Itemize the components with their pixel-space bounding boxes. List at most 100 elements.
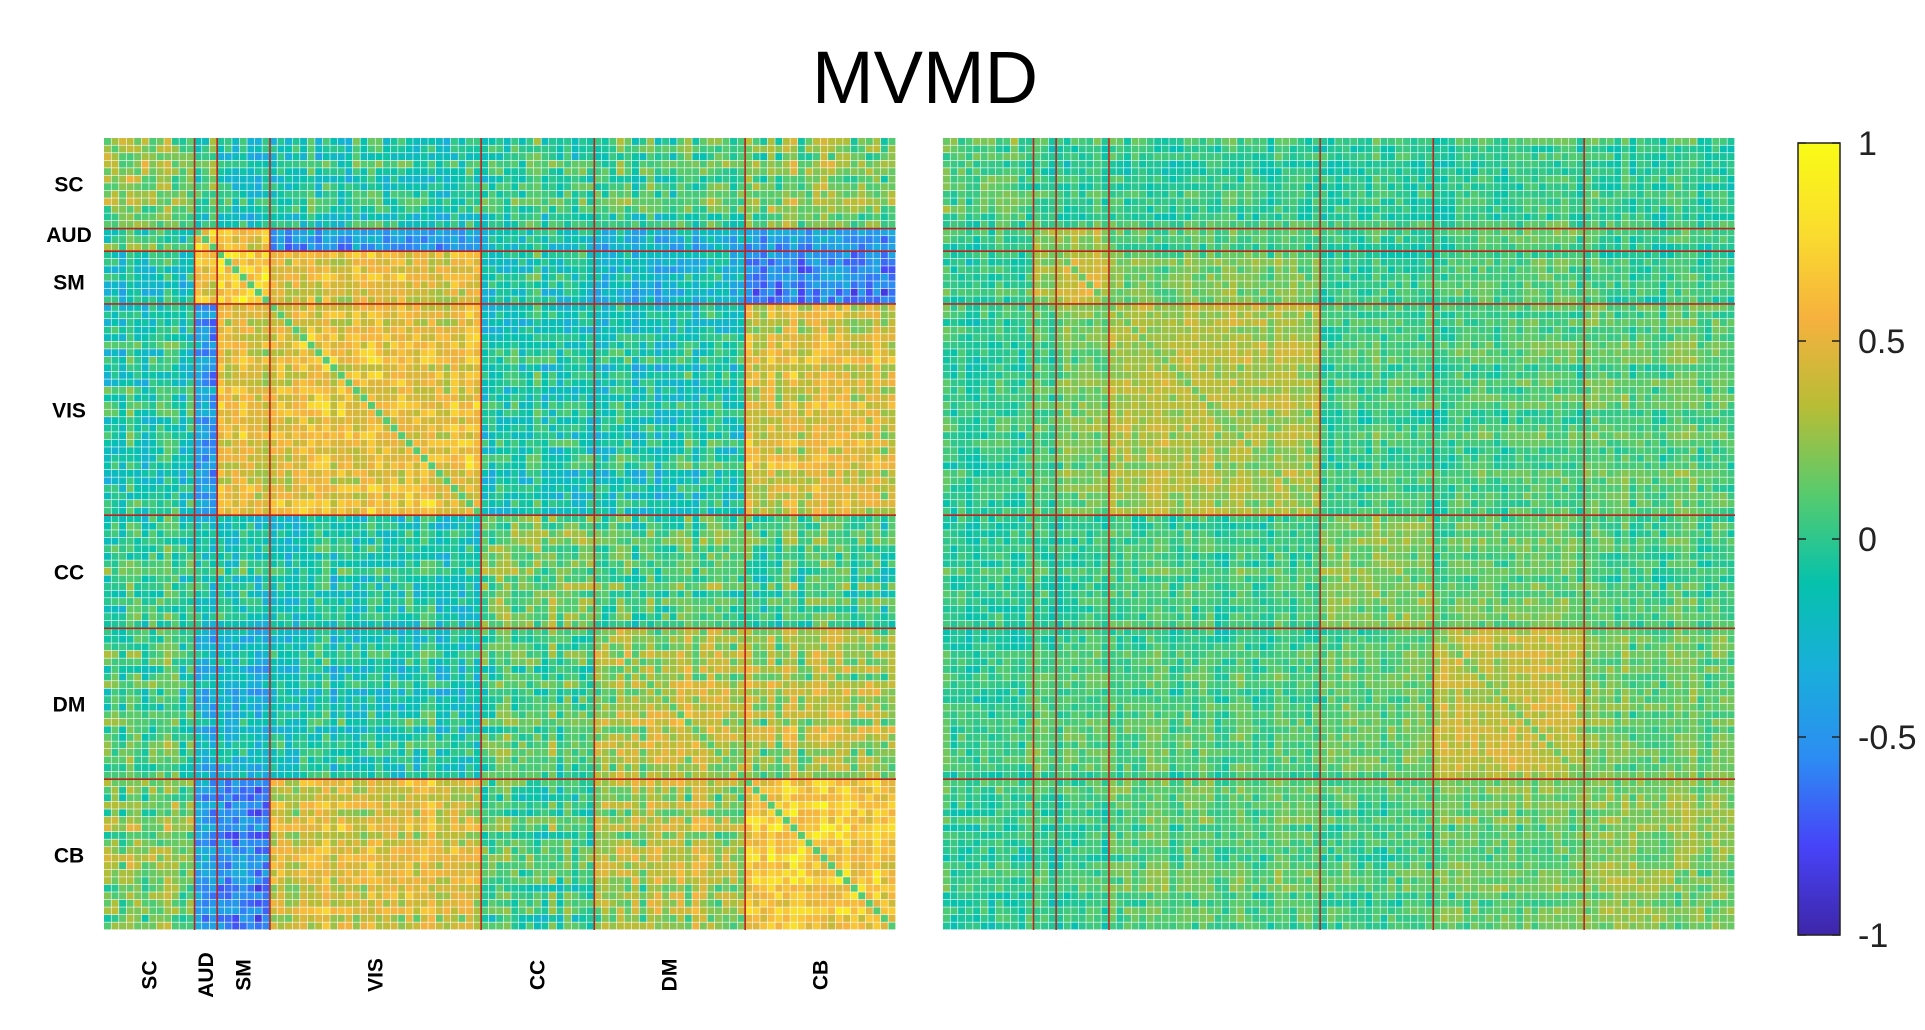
heatmap-cell (526, 410, 533, 417)
heatmap-cell (783, 168, 790, 175)
heatmap-cell (534, 387, 541, 394)
heatmap-cell (881, 251, 888, 258)
heatmap-cell (285, 198, 292, 205)
heatmap-cell (775, 176, 782, 183)
heatmap-cell (232, 221, 239, 228)
heatmap-cell (398, 462, 405, 469)
heatmap-cell (360, 417, 367, 424)
heatmap-cell (451, 410, 458, 417)
heatmap-cell (541, 244, 548, 251)
heatmap-cell (768, 304, 775, 311)
heatmap-cell (821, 206, 828, 213)
heatmap-cell (293, 379, 300, 386)
heatmap-cell (730, 311, 737, 318)
heatmap-cell (127, 477, 134, 484)
heatmap-cell (277, 357, 284, 364)
heatmap-cell (632, 425, 639, 432)
heatmap-cell (549, 183, 556, 190)
heatmap-cell (685, 342, 692, 349)
heatmap-cell (323, 168, 330, 175)
heatmap-cell (549, 425, 556, 432)
heatmap-cell (587, 417, 594, 424)
heatmap-cell (617, 146, 624, 153)
heatmap-cell (308, 455, 315, 462)
heatmap-cell (640, 259, 647, 266)
heatmap-cell (436, 221, 443, 228)
heatmap-cell (360, 266, 367, 273)
heatmap-cell (730, 334, 737, 341)
heatmap-cell (707, 319, 714, 326)
heatmap-cell (602, 281, 609, 288)
heatmap-cell (677, 379, 684, 386)
heatmap-cell (262, 462, 269, 469)
heatmap-cell (489, 274, 496, 281)
heatmap-cell (293, 161, 300, 168)
heatmap-cell (851, 153, 858, 160)
heatmap-cell (481, 221, 488, 228)
heatmap-cell (609, 213, 616, 220)
heatmap-cell (164, 349, 171, 356)
heatmap-cell (232, 387, 239, 394)
heatmap-cell (202, 447, 209, 454)
heatmap-cell (888, 342, 895, 349)
heatmap-cell (195, 462, 202, 469)
heatmap-cell (406, 394, 413, 401)
heatmap-cell (202, 281, 209, 288)
heatmap-cell (202, 372, 209, 379)
heatmap-cell (443, 281, 450, 288)
heatmap-cell (775, 304, 782, 311)
heatmap-cell (511, 251, 518, 258)
heatmap-cell (602, 334, 609, 341)
heatmap-cell (828, 455, 835, 462)
heatmap-cell (745, 168, 752, 175)
heatmap-cell (753, 161, 760, 168)
heatmap-cell (813, 349, 820, 356)
heatmap-cell (360, 342, 367, 349)
heatmap-cell (873, 462, 880, 469)
heatmap-cell (813, 342, 820, 349)
heatmap-cell (866, 447, 873, 454)
heatmap-cell (481, 236, 488, 243)
heatmap-cell (730, 296, 737, 303)
heatmap-cell (715, 440, 722, 447)
heatmap-cell (692, 259, 699, 266)
heatmap-cell (783, 236, 790, 243)
heatmap-cell (262, 304, 269, 311)
heatmap-cell (474, 281, 481, 288)
heatmap-cell (858, 244, 865, 251)
heatmap-cell (119, 161, 126, 168)
heatmap-cell (647, 161, 654, 168)
heatmap-cell (828, 183, 835, 190)
heatmap-cell (805, 274, 812, 281)
heatmap-cell (436, 319, 443, 326)
heatmap-cell (428, 327, 435, 334)
heatmap-cell (594, 357, 601, 364)
heatmap-cell (828, 394, 835, 401)
heatmap-cell (142, 146, 149, 153)
heatmap-cell (142, 266, 149, 273)
heatmap-cell (127, 364, 134, 371)
heatmap-cell (602, 432, 609, 439)
heatmap-cell (330, 462, 337, 469)
heatmap-cell (715, 417, 722, 424)
heatmap-cell (436, 304, 443, 311)
heatmap-cell (308, 387, 315, 394)
heatmap-cell (534, 432, 541, 439)
heatmap-cell (300, 266, 307, 273)
heatmap-cell (360, 221, 367, 228)
heatmap-cell (474, 432, 481, 439)
heatmap-cell (549, 364, 556, 371)
heatmap-cell (828, 244, 835, 251)
heatmap-cell (541, 138, 548, 145)
heatmap-cell (436, 311, 443, 318)
heatmap-cell (677, 311, 684, 318)
heatmap-cell (511, 394, 518, 401)
heatmap-cell (541, 485, 548, 492)
heatmap-cell (368, 274, 375, 281)
heatmap-cell (511, 349, 518, 356)
heatmap-cell (519, 296, 526, 303)
heatmap-cell (670, 198, 677, 205)
heatmap-cell (549, 146, 556, 153)
heatmap-cell (700, 266, 707, 273)
heatmap-cell (888, 274, 895, 281)
